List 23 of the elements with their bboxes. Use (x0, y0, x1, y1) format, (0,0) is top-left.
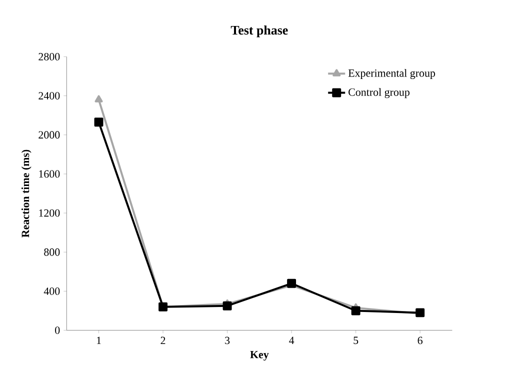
point (94, 118, 104, 127)
y-tick-label: 2000 (38, 131, 60, 138)
legend-label: Control group (348, 88, 410, 98)
y-tick-label: 400 (44, 287, 60, 295)
x-axis-title: Key (250, 350, 269, 360)
chart-title: Test phase (230, 25, 288, 38)
point (351, 306, 360, 316)
y-tick-label: 800 (44, 248, 60, 256)
point (94, 95, 103, 102)
y-tick-label: 0 (55, 326, 60, 334)
x-tick-label: 6 (418, 336, 422, 344)
x-tick-label: 1 (96, 336, 101, 344)
y-axis-title: Reaction time (ms) (21, 150, 32, 238)
y-tick-label: 2800 (38, 52, 60, 60)
y-tick-label: 1600 (39, 170, 60, 178)
point (222, 301, 232, 310)
y-tick-label: 2400 (38, 92, 60, 100)
x-tick-label: 3 (225, 336, 230, 344)
y-tick-label: 1200 (39, 209, 60, 217)
x-tick-label: 4 (289, 336, 294, 344)
x-tick-label: 2 (160, 336, 166, 344)
legend-label: Experimental group (348, 69, 436, 79)
x-tick-label: 5 (354, 336, 358, 344)
